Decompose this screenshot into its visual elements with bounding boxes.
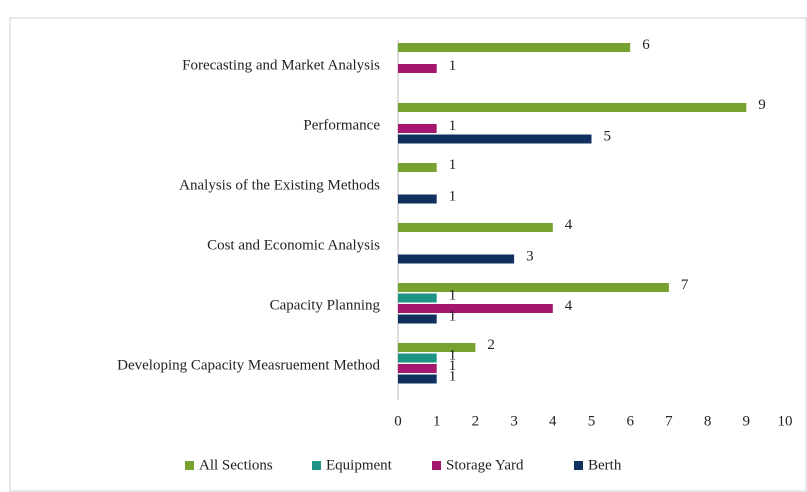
legend-label: Berth [588,457,622,473]
value-label: 1 [449,157,457,173]
bar [398,304,553,313]
value-label: 1 [449,308,457,324]
category-label: Developing Capacity Measruement Method [117,357,380,373]
legend-label: Equipment [326,457,393,473]
value-label: 1 [449,347,457,363]
bar [398,124,437,133]
value-label: 1 [449,368,457,384]
category-label: Cost and Economic Analysis [207,237,380,253]
bar [398,223,553,232]
legend-swatch [185,461,194,470]
bar [398,293,437,303]
value-label: 7 [681,277,689,293]
x-tick-label: 6 [626,413,634,429]
x-tick-label: 3 [510,413,518,429]
value-label: 3 [526,248,534,264]
value-label: 9 [758,97,766,113]
bar [398,43,631,52]
bar [398,103,747,112]
category-label: Performance [303,117,380,133]
value-label: 5 [604,128,612,144]
x-tick-label: 0 [394,413,402,429]
value-label: 1 [449,58,457,74]
bar [398,64,437,73]
value-label: 1 [449,188,457,204]
value-label: 4 [565,217,573,233]
legend-swatch [574,461,583,470]
bar [398,314,437,324]
bar [398,254,515,264]
value-label: 2 [487,337,495,353]
x-tick-label: 8 [704,413,712,429]
legend-swatch [312,461,321,470]
x-tick-label: 9 [743,413,751,429]
x-tick-label: 7 [665,413,673,429]
bar [398,343,476,352]
value-label: 1 [449,358,457,374]
category-label: Forecasting and Market Analysis [182,57,380,73]
x-tick-label: 10 [778,413,793,429]
bar [398,364,437,373]
value-label: 1 [449,118,457,134]
bar [398,374,437,384]
value-label: 4 [565,298,573,314]
x-tick-label: 2 [472,413,480,429]
category-label: Analysis of the Existing Methods [179,177,380,193]
x-tick-label: 4 [549,413,557,429]
x-tick-label: 1 [433,413,441,429]
bar [398,353,437,363]
bar [398,283,669,292]
x-tick-label: 5 [588,413,596,429]
legend-label: All Sections [199,457,273,473]
bar [398,194,437,204]
legend-label: Storage Yard [446,457,524,473]
category-label: Capacity Planning [270,297,381,313]
bar [398,163,437,172]
bar [398,134,592,144]
value-label: 6 [642,37,650,53]
legend-swatch [432,461,441,470]
value-label: 1 [449,287,457,303]
